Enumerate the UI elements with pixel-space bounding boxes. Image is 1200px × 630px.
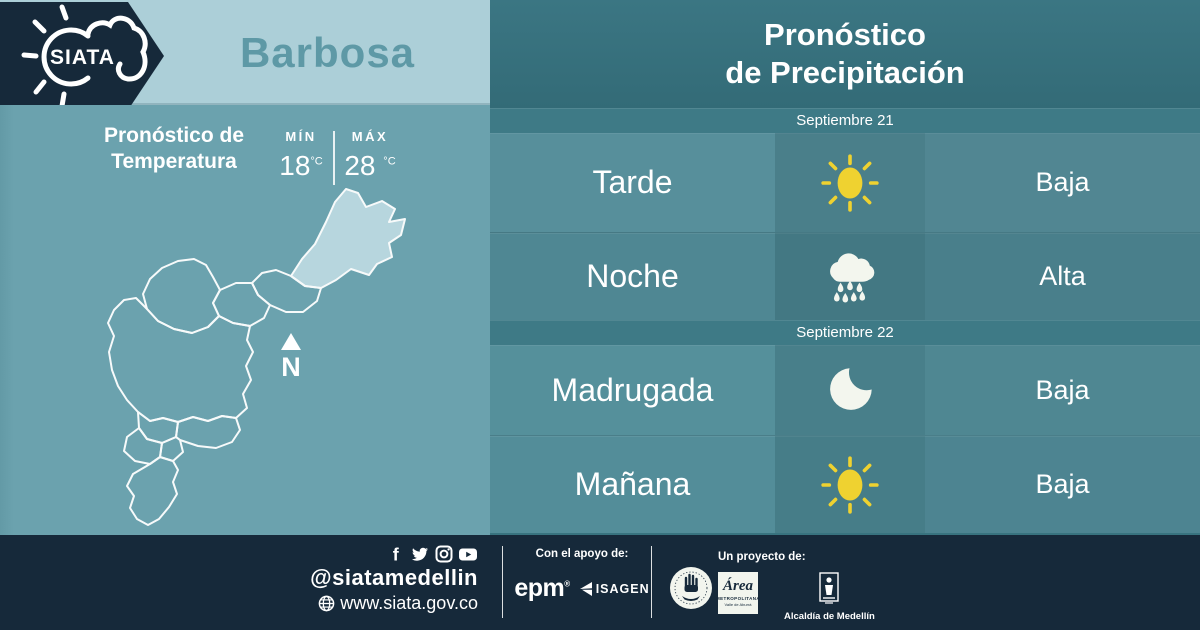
instagram-icon[interactable] [435, 545, 453, 563]
isagen-glyph-icon [579, 581, 592, 596]
alcaldia-logo: Alcaldía de Medellín [784, 572, 875, 622]
location-name: Barbosa [239, 28, 416, 76]
period-label: Mañana [574, 466, 691, 502]
project-block: Un proyecto de: Área METROPOLITANA Valle… [716, 551, 875, 622]
forecast-row-noche: Noche Alta [490, 232, 1200, 320]
date-band: Septiembre 22 [490, 320, 1200, 345]
north-arrow-icon: N [281, 333, 301, 382]
forecast-row-manana: Mañana Baja [490, 435, 1200, 533]
facebook-icon[interactable]: f [388, 545, 405, 563]
map-region [251, 269, 322, 313]
siata-logo: SIATA [0, 2, 164, 110]
svg-text:N: N [281, 352, 301, 382]
alcaldia-caption: Alcaldía de Medellín [784, 611, 875, 622]
support-label: Con el apoyo de: [535, 548, 629, 560]
twitter-icon[interactable] [410, 545, 430, 563]
moon-icon [830, 368, 872, 410]
aburra-valley-map: N [107, 188, 406, 526]
level-value: Baja [925, 345, 1200, 435]
min-max-divider [333, 131, 335, 185]
website-link[interactable]: www.siata.gov.co [340, 593, 478, 613]
temperature-panel: Pronóstico de Temperatura MÍN 18°C MÁX 2… [0, 105, 490, 535]
isagen-logo: ISAGEN [579, 581, 650, 597]
rain-cloud-icon [830, 252, 875, 302]
forecast-row-tarde: Tarde Baja [490, 133, 1200, 232]
university-seal-icon [670, 567, 712, 609]
epm-logo: epm® [514, 574, 570, 602]
footer-divider [502, 546, 503, 618]
svg-text:f: f [393, 545, 400, 563]
map-region [142, 258, 221, 334]
level-value: Alta [925, 233, 1200, 320]
period-label: Tarde [592, 164, 673, 200]
forecast-row-madrugada: Madrugada Baja [490, 345, 1200, 435]
map-region [126, 456, 179, 526]
map-region-barbosa [290, 188, 406, 289]
footer-divider [651, 546, 652, 618]
sun-icon [821, 153, 879, 212]
youtube-icon[interactable] [458, 545, 478, 563]
period-label: Madrugada [551, 371, 714, 408]
globe-icon [318, 595, 335, 612]
cloud-icon [85, 15, 148, 82]
min-temperature: MÍN 18°C [279, 129, 323, 181]
sun-circle-icon [41, 27, 91, 87]
project-label: Un proyecto de: [718, 551, 806, 563]
date-band: Septiembre 21 [490, 108, 1200, 133]
period-label: Noche [586, 258, 679, 294]
max-temperature: MÁX 28 °C [344, 129, 396, 181]
precipitation-title: Pronóstico de Precipitación [490, 0, 1200, 108]
level-value: Baja [925, 133, 1200, 232]
social-block: f @siatamedellin [300, 545, 478, 614]
map-region [212, 282, 271, 327]
siata-wordmark: SIATA [50, 46, 115, 69]
area-metropolitana-logo: Área METROPOLITANA Valle de Aburrá [716, 572, 760, 614]
temperature-title: Pronóstico de Temperatura [103, 124, 245, 173]
sun-rays-icon [21, 4, 69, 109]
alcaldia-crest-icon [819, 572, 840, 604]
support-block: Con el apoyo de: epm® ISAGEN [514, 548, 650, 603]
map-region [175, 415, 241, 449]
precipitation-panel: Pronóstico de Precipitación Septiembre 2… [490, 0, 1200, 535]
map-region [107, 297, 254, 423]
footer: f @siatamedellin [0, 535, 1200, 630]
social-handle[interactable]: @siatamedellin [310, 565, 478, 590]
sun-icon [821, 455, 879, 514]
level-value: Baja [925, 436, 1200, 533]
